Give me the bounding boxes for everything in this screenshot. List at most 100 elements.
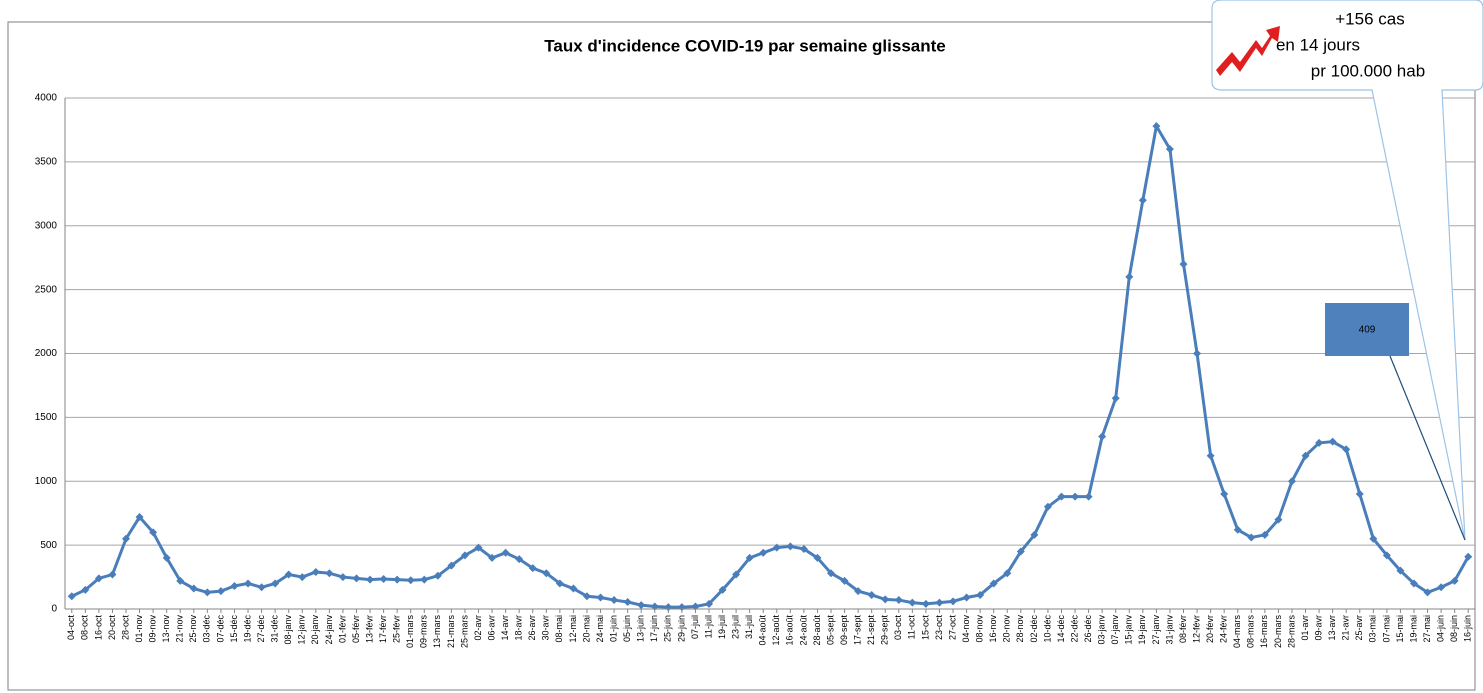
x-tick-label: 21-avr [1341,615,1351,641]
data-marker [271,579,280,588]
value-label-text: 409 [1359,325,1376,336]
x-tick-label: 26-déc [1083,615,1093,643]
x-tick-label: 19-juil [717,615,727,639]
y-tick-label: 500 [40,540,57,551]
x-tick-label: 19-mai [1408,615,1418,643]
data-marker [1382,551,1391,560]
data-marker [1464,552,1473,561]
data-marker [786,542,795,551]
x-tick-label: 25-nov [188,615,198,643]
x-tick-label: 23-oct [934,615,944,641]
data-marker [691,602,700,611]
x-tick-label: 04-nov [961,615,971,643]
data-marker [1355,490,1364,499]
x-tick-label: 28-oct [120,615,130,641]
x-tick-label: 24-janv [324,615,334,645]
data-marker [827,569,836,578]
data-marker [311,567,320,576]
x-tick-label: 20-mars [1273,615,1283,649]
data-marker [325,569,334,578]
data-marker [81,585,90,594]
x-tick-label: 22-déc [1069,615,1079,643]
x-tick-label: 27-mai [1422,615,1432,643]
data-marker [840,576,849,585]
x-tick-label: 16-août [785,615,795,646]
data-marker [1125,272,1134,281]
plot-area: 0 500 1000 1500 2000 2500 3000 3500 4000 04-oct 08… [35,93,1475,648]
x-tick-label: 12-août [771,615,781,646]
data-marker [488,553,497,562]
x-tick-label: 11-juil [703,615,713,638]
x-tick-label: 12-févr [1191,615,1201,643]
data-marker [772,543,781,552]
data-marker [935,598,944,607]
data-marker [515,555,524,564]
data-marker [1369,534,1378,543]
x-tick-label: 27-déc [256,615,266,643]
value-label-box [1325,303,1409,356]
y-tick-label: 3500 [35,157,58,168]
x-tick-label: 01-avr [1300,615,1310,641]
x-tick-label: 13-mars [432,615,442,649]
data-marker [867,590,876,599]
x-tick-label: 29-juin [676,615,686,642]
data-marker [230,582,239,591]
data-marker [393,575,402,584]
x-tick-label: 31-janv [1164,615,1174,645]
x-tick-label: 09-avr [1313,615,1323,641]
data-marker [759,548,768,557]
data-marker [908,598,917,607]
data-marker [1423,588,1432,597]
x-tick-label: 25-févr [392,615,402,643]
callout-box [1211,0,1483,541]
data-marker [135,513,144,522]
x-tick-label: 07-déc [215,615,225,643]
data-marker [569,584,578,593]
data-marker [1274,515,1283,524]
x-tick-label: 28-mars [1286,615,1296,649]
data-marker [1247,533,1256,542]
x-tick-label: 27-oct [947,615,957,641]
data-marker [1057,492,1066,501]
y-tick-label: 4000 [35,93,58,104]
data-marker [122,534,131,543]
x-tick-label: 31-déc [270,615,280,643]
data-marker [1030,530,1039,539]
data-marker [962,593,971,602]
x-tick-label: 20-oct [107,615,117,641]
x-tick-label: 20-févr [1205,615,1215,643]
data-marker [582,592,591,601]
x-tick-label: 01-nov [134,615,144,643]
data-marker [501,548,510,557]
x-tick-label: 07-juil [690,615,700,639]
x-tick-label: 25-juin [663,615,673,642]
x-tick-label: 04-mars [1232,615,1242,649]
x-tick-label: 09-nov [148,615,158,643]
data-marker [528,564,537,573]
x-tick-label: 08-nov [975,615,985,643]
data-marker [1396,566,1405,575]
x-tick-label: 09-mars [419,615,429,649]
x-tick-label: 05-juin [622,615,632,642]
x-tick-label: 21-nov [175,615,185,643]
x-tick-label: 25-avr [1354,615,1364,641]
x-tick-label: 27-janv [1151,615,1161,645]
data-marker [1152,122,1161,131]
x-tick-label: 21-sept [866,615,876,646]
data-marker [1003,569,1012,578]
data-marker [216,587,225,596]
data-marker [460,551,469,560]
x-tick-label: 07-janv [1110,615,1120,645]
x-tick-label: 24-mai [595,615,605,643]
data-marker [298,573,307,582]
x-tick-label: 08-mars [1246,615,1256,649]
data-marker [284,570,293,579]
chart-title: Taux d'incidence COVID-19 par semaine gl… [544,36,945,55]
x-tick-label: 15-mai [1395,615,1405,643]
data-marker [67,592,76,601]
x-tick-label: 12-mai [568,615,578,643]
data-marker [1111,394,1120,403]
data-marker [176,576,185,585]
callout-text: en 14 jours [1276,35,1360,54]
